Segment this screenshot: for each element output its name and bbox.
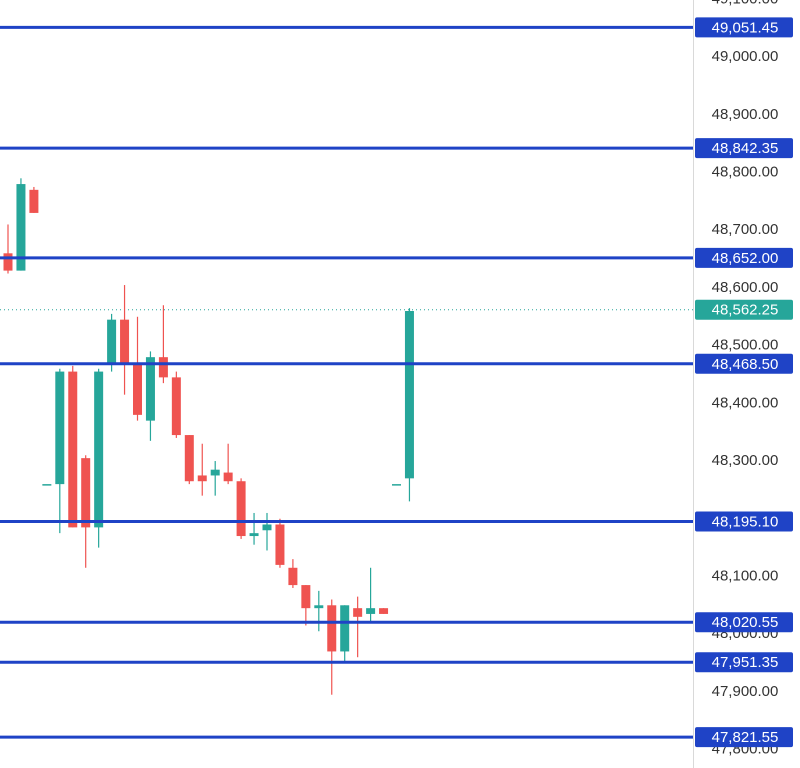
candle-body: [353, 608, 363, 617]
candle-body: [223, 472, 233, 482]
candle-body: [275, 524, 285, 565]
candle-body: [158, 357, 168, 378]
candle-body: [301, 585, 311, 609]
candle-body: [107, 319, 117, 363]
level-label: 48,195.10: [712, 514, 779, 531]
candle-body: [262, 524, 272, 531]
level-label-box: [695, 727, 793, 748]
candle-body: [210, 469, 220, 476]
level-label-box: [695, 612, 793, 633]
level-label: 48,468.50: [712, 356, 779, 373]
last-price-label: 48,562.25: [712, 302, 779, 319]
last-price-box: [695, 299, 793, 320]
candle-body: [197, 475, 207, 482]
y-tick-label: 48,300.00: [712, 452, 779, 469]
level-label: 48,020.55: [712, 614, 779, 631]
candle-body: [184, 435, 194, 482]
candle-body: [366, 608, 376, 614]
candle-body: [81, 458, 91, 528]
level-label-box: [695, 511, 793, 532]
y-tick-label: 49,000.00: [712, 48, 779, 65]
candle-body: [288, 567, 298, 586]
y-tick-label: 48,800.00: [712, 163, 779, 180]
level-label-box: [695, 353, 793, 374]
y-tick-label: 49,100.00: [712, 0, 779, 7]
candle-body: [379, 608, 389, 614]
level-label: 48,652.00: [712, 250, 779, 267]
y-tick-label: 47,900.00: [712, 683, 779, 700]
level-label: 47,951.35: [712, 654, 779, 671]
candle-body: [133, 362, 142, 415]
candle-body: [171, 377, 181, 436]
candle-body: [392, 484, 401, 486]
candle-body: [120, 319, 130, 363]
candle-body: [404, 311, 414, 479]
candle-body: [16, 184, 26, 271]
candle-body: [68, 371, 78, 528]
candle-body: [327, 605, 337, 652]
candle-body: [145, 357, 155, 421]
level-label-box: [695, 17, 793, 38]
level-label-box: [695, 247, 793, 268]
candle-body: [314, 605, 324, 609]
candle-body: [42, 484, 52, 486]
level-label: 47,821.55: [712, 729, 779, 746]
level-label: 49,051.45: [712, 19, 779, 36]
level-label-box: [695, 138, 793, 159]
level-label-box: [695, 652, 793, 673]
candle-body: [94, 371, 104, 528]
candle-body: [3, 253, 13, 271]
y-tick-label: 48,400.00: [712, 394, 779, 411]
y-tick-label: 48,900.00: [712, 106, 779, 123]
candle-body: [249, 533, 259, 537]
candle-body: [29, 189, 39, 213]
candle-body: [236, 481, 246, 537]
y-tick-label: 48,100.00: [712, 567, 779, 584]
y-tick-label: 48,600.00: [712, 279, 779, 296]
candle-body: [55, 371, 65, 485]
y-tick-label: 48,700.00: [712, 221, 779, 238]
y-tick-label: 48,500.00: [712, 337, 779, 354]
candle-body: [340, 605, 350, 652]
level-label: 48,842.35: [712, 140, 779, 157]
